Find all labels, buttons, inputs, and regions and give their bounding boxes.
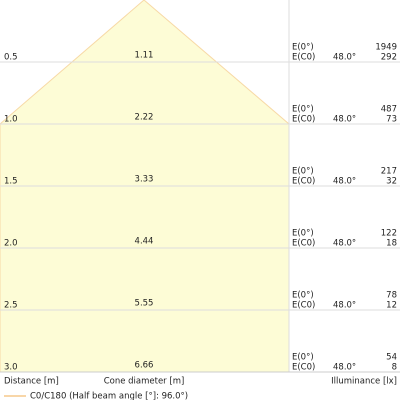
angle: 48.0° [333,363,356,373]
ec0-value: 8 [392,363,397,373]
legend-label: C0/C180 (Half beam angle [°]: 96.0°) [30,392,188,400]
distance: 2.0 [4,239,18,249]
ec0-label: E(C0) [292,177,315,187]
ec0-label: E(C0) [292,363,315,373]
distance: 1.0 [4,115,18,125]
ec0-label: E(C0) [292,53,315,63]
distance: 1.5 [4,177,18,187]
e0-label: E(0°) [292,105,314,115]
ec0-value: 18 [386,239,397,249]
e0-value: 54 [386,353,397,363]
footer-distance: Distance [m] [4,377,59,387]
e0-label: E(0°) [292,167,314,177]
angle: 48.0° [333,301,356,311]
cone-diameter: 1.11 [135,51,154,61]
angle: 48.0° [333,53,356,63]
cone-diameter: 2.22 [135,113,154,123]
ec0-value: 32 [386,177,397,187]
distance: 2.5 [4,301,18,311]
e0-value: 122 [381,229,397,239]
cone-diameter: 3.33 [135,175,154,185]
e0-label: E(0°) [292,353,314,363]
distance: 0.5 [4,53,18,63]
e0-label: E(0°) [292,43,314,53]
cone-diameter: 5.55 [135,299,154,309]
ec0-label: E(C0) [292,239,315,249]
angle: 48.0° [333,115,356,125]
ec0-value: 73 [386,115,397,125]
footer-illuminance: Illuminance [lx] [331,377,397,387]
ec0-label: E(C0) [292,115,315,125]
e0-value: 1949 [375,43,397,53]
ec0-value: 292 [381,53,397,63]
distance: 3.0 [4,363,18,373]
angle: 48.0° [333,177,356,187]
angle: 48.0° [333,239,356,249]
e0-label: E(0°) [292,291,314,301]
cone-diameter: 6.66 [135,361,154,371]
ec0-label: E(C0) [292,301,315,311]
ec0-value: 12 [386,301,397,311]
e0-value: 78 [386,291,397,301]
e0-value: 487 [381,105,397,115]
e0-label: E(0°) [292,229,314,239]
e0-value: 217 [381,167,397,177]
footer-diameter: Cone diameter [m] [104,377,185,387]
cone-diameter: 4.44 [135,237,154,247]
